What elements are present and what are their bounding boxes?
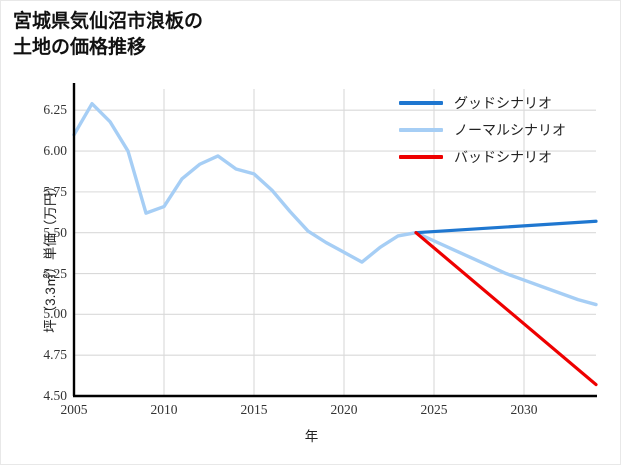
x-tick-label: 2020 xyxy=(330,402,358,417)
legend-item[interactable]: グッドシナリオ xyxy=(399,89,604,116)
x-tick-label: 2015 xyxy=(240,402,268,417)
y-tick-label: 4.75 xyxy=(43,347,67,363)
axis-spines xyxy=(72,83,597,398)
legend-color-swatch xyxy=(399,100,443,105)
legend-label: バッドシナリオ xyxy=(454,148,552,165)
y-tick-label: 5.50 xyxy=(43,224,67,240)
grid-lines xyxy=(73,89,596,397)
y-tick-label: 6.25 xyxy=(43,102,67,118)
chart-legend: グッドシナリオ ノーマルシナリオ バッドシナリオ xyxy=(399,89,604,170)
x-tick-label: 2005 xyxy=(60,402,88,417)
y-tick-label: 5.00 xyxy=(43,306,67,322)
x-tick-label: 2010 xyxy=(150,402,178,417)
x-axis-label: 年 xyxy=(304,429,319,444)
y-axis-label: 坪（3.3㎡）単価（万円） xyxy=(43,179,58,333)
y-tick-label: 6.00 xyxy=(43,143,67,159)
x-tick-label: 2030 xyxy=(510,402,538,417)
y-tick-label: 5.75 xyxy=(43,183,67,199)
legend-label: ノーマルシナリオ xyxy=(454,121,566,138)
legend-item[interactable]: バッドシナリオ xyxy=(399,143,604,170)
y-tick-label: 5.25 xyxy=(43,265,67,281)
legend-color-swatch xyxy=(399,154,443,159)
legend-color-swatch xyxy=(399,127,443,132)
page-title: 宮城県気仙沼市浪板の 土地の価格推移 xyxy=(13,11,204,58)
x-tick-label: 2025 xyxy=(420,402,448,417)
y-tick-label: 4.50 xyxy=(43,388,67,403)
legend-item[interactable]: ノーマルシナリオ xyxy=(399,116,604,143)
data-series-group xyxy=(72,101,598,387)
legend-label: グッドシナリオ xyxy=(454,94,552,111)
